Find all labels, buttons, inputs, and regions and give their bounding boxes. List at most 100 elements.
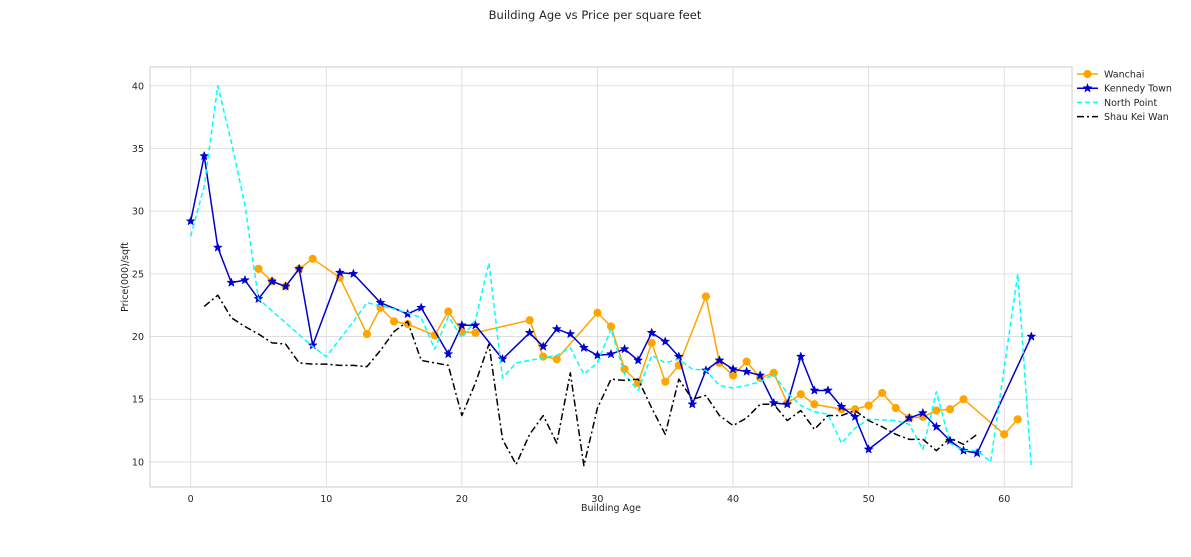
y-axis-label: Price(000)/sqft: [120, 242, 131, 312]
data-point: [959, 395, 968, 404]
legend-item-kennedy-town: Kennedy Town: [1077, 82, 1172, 95]
data-point: [932, 406, 941, 415]
data-point: [254, 264, 263, 273]
series-layer: [185, 85, 1037, 469]
x-axis-label: Building Age: [581, 503, 641, 514]
data-point: [646, 327, 657, 338]
y-tick-label: 35: [132, 144, 144, 155]
data-point: [307, 340, 318, 350]
y-tick-label: 10: [132, 457, 144, 468]
data-point: [1026, 331, 1037, 341]
data-point: [755, 370, 766, 380]
data-point: [904, 412, 915, 423]
data-point: [402, 308, 413, 319]
data-point: [552, 355, 561, 364]
data-point: [525, 316, 534, 325]
data-point: [687, 398, 698, 409]
x-tick-label: 20: [456, 494, 468, 505]
legend-label: North Point: [1104, 98, 1157, 109]
data-point: [945, 405, 955, 414]
legend-label: Shau Kei Wan: [1104, 112, 1169, 123]
data-point: [471, 328, 480, 337]
data-point: [578, 342, 589, 353]
data-point: [917, 407, 928, 418]
data-point: [782, 398, 793, 409]
series-line-north-point: [189, 85, 1033, 469]
data-point: [1000, 430, 1009, 439]
x-tick-label: 0: [188, 494, 194, 505]
data-point: [185, 215, 196, 226]
data-point: [864, 401, 873, 410]
data-point: [605, 348, 617, 359]
data-point: [810, 400, 819, 409]
data-point: [551, 323, 562, 334]
legend: Wanchai Kennedy Town North Point Shau Kei W…: [1077, 70, 1172, 123]
data-point: [891, 403, 900, 413]
series-north-point: [189, 85, 1033, 469]
data-point: [647, 338, 656, 347]
y-tick-label: 40: [132, 81, 144, 92]
data-point: [444, 307, 453, 316]
data-point: [822, 385, 833, 395]
data-point: [294, 263, 305, 274]
y-tick-label: 25: [132, 269, 144, 280]
data-point: [701, 292, 711, 301]
data-point: [727, 363, 739, 374]
axis-ticks: 0 10 20 30 40 50 60 10 15 20 25 30 35 40: [132, 81, 1010, 505]
data-point: [538, 341, 549, 351]
series-kennedy-town: [185, 150, 1037, 458]
x-tick-label: 10: [320, 494, 332, 505]
data-point: [742, 357, 751, 366]
series-shau-kei-wan: [203, 294, 978, 467]
x-tick-label: 60: [998, 494, 1010, 505]
data-point: [375, 297, 386, 307]
data-point: [768, 397, 779, 408]
data-point: [728, 371, 738, 380]
data-point: [741, 366, 752, 376]
data-point: [1013, 415, 1022, 424]
data-point: [565, 328, 576, 339]
x-tick-label: 50: [863, 494, 875, 505]
data-point: [456, 319, 467, 330]
y-tick-label: 15: [132, 395, 144, 406]
data-point: [660, 336, 671, 346]
chart-title: Building Age vs Price per square feet: [489, 8, 702, 22]
data-point: [524, 327, 535, 338]
data-point: [266, 276, 278, 286]
data-point: [362, 329, 372, 339]
legend-item-shau-kei-wan: Shau Kei Wan: [1077, 112, 1169, 123]
data-point: [497, 353, 508, 364]
data-point: [416, 302, 427, 313]
data-point: [593, 308, 602, 317]
data-point: [212, 242, 223, 252]
data-point: [239, 274, 250, 285]
data-point: [836, 401, 847, 412]
data-point: [714, 355, 725, 365]
data-point: [280, 281, 291, 291]
legend-label: Kennedy Town: [1104, 84, 1172, 95]
series-line-kennedy-town: [189, 155, 1032, 454]
series-wanchai: [254, 254, 1022, 439]
data-point: [633, 355, 644, 365]
grid: [150, 67, 1072, 487]
x-tick-label: 30: [591, 494, 603, 505]
data-point: [308, 254, 317, 263]
y-tick-label: 20: [132, 332, 144, 343]
series-line-shau-kei-wan: [203, 294, 978, 467]
data-point: [199, 150, 210, 161]
data-point: [619, 343, 630, 354]
data-point: [863, 444, 874, 454]
x-tick-label: 40: [727, 494, 739, 505]
data-point: [539, 352, 548, 361]
data-point: [878, 388, 887, 398]
data-point: [443, 348, 454, 359]
legend-item-wanchai: Wanchai: [1077, 70, 1144, 81]
data-point: [796, 390, 805, 399]
data-point: [809, 385, 820, 395]
legend-marker: [1082, 82, 1093, 93]
data-point: [931, 421, 942, 432]
data-point: [972, 447, 983, 458]
data-point: [334, 267, 345, 277]
data-point: [795, 351, 806, 361]
